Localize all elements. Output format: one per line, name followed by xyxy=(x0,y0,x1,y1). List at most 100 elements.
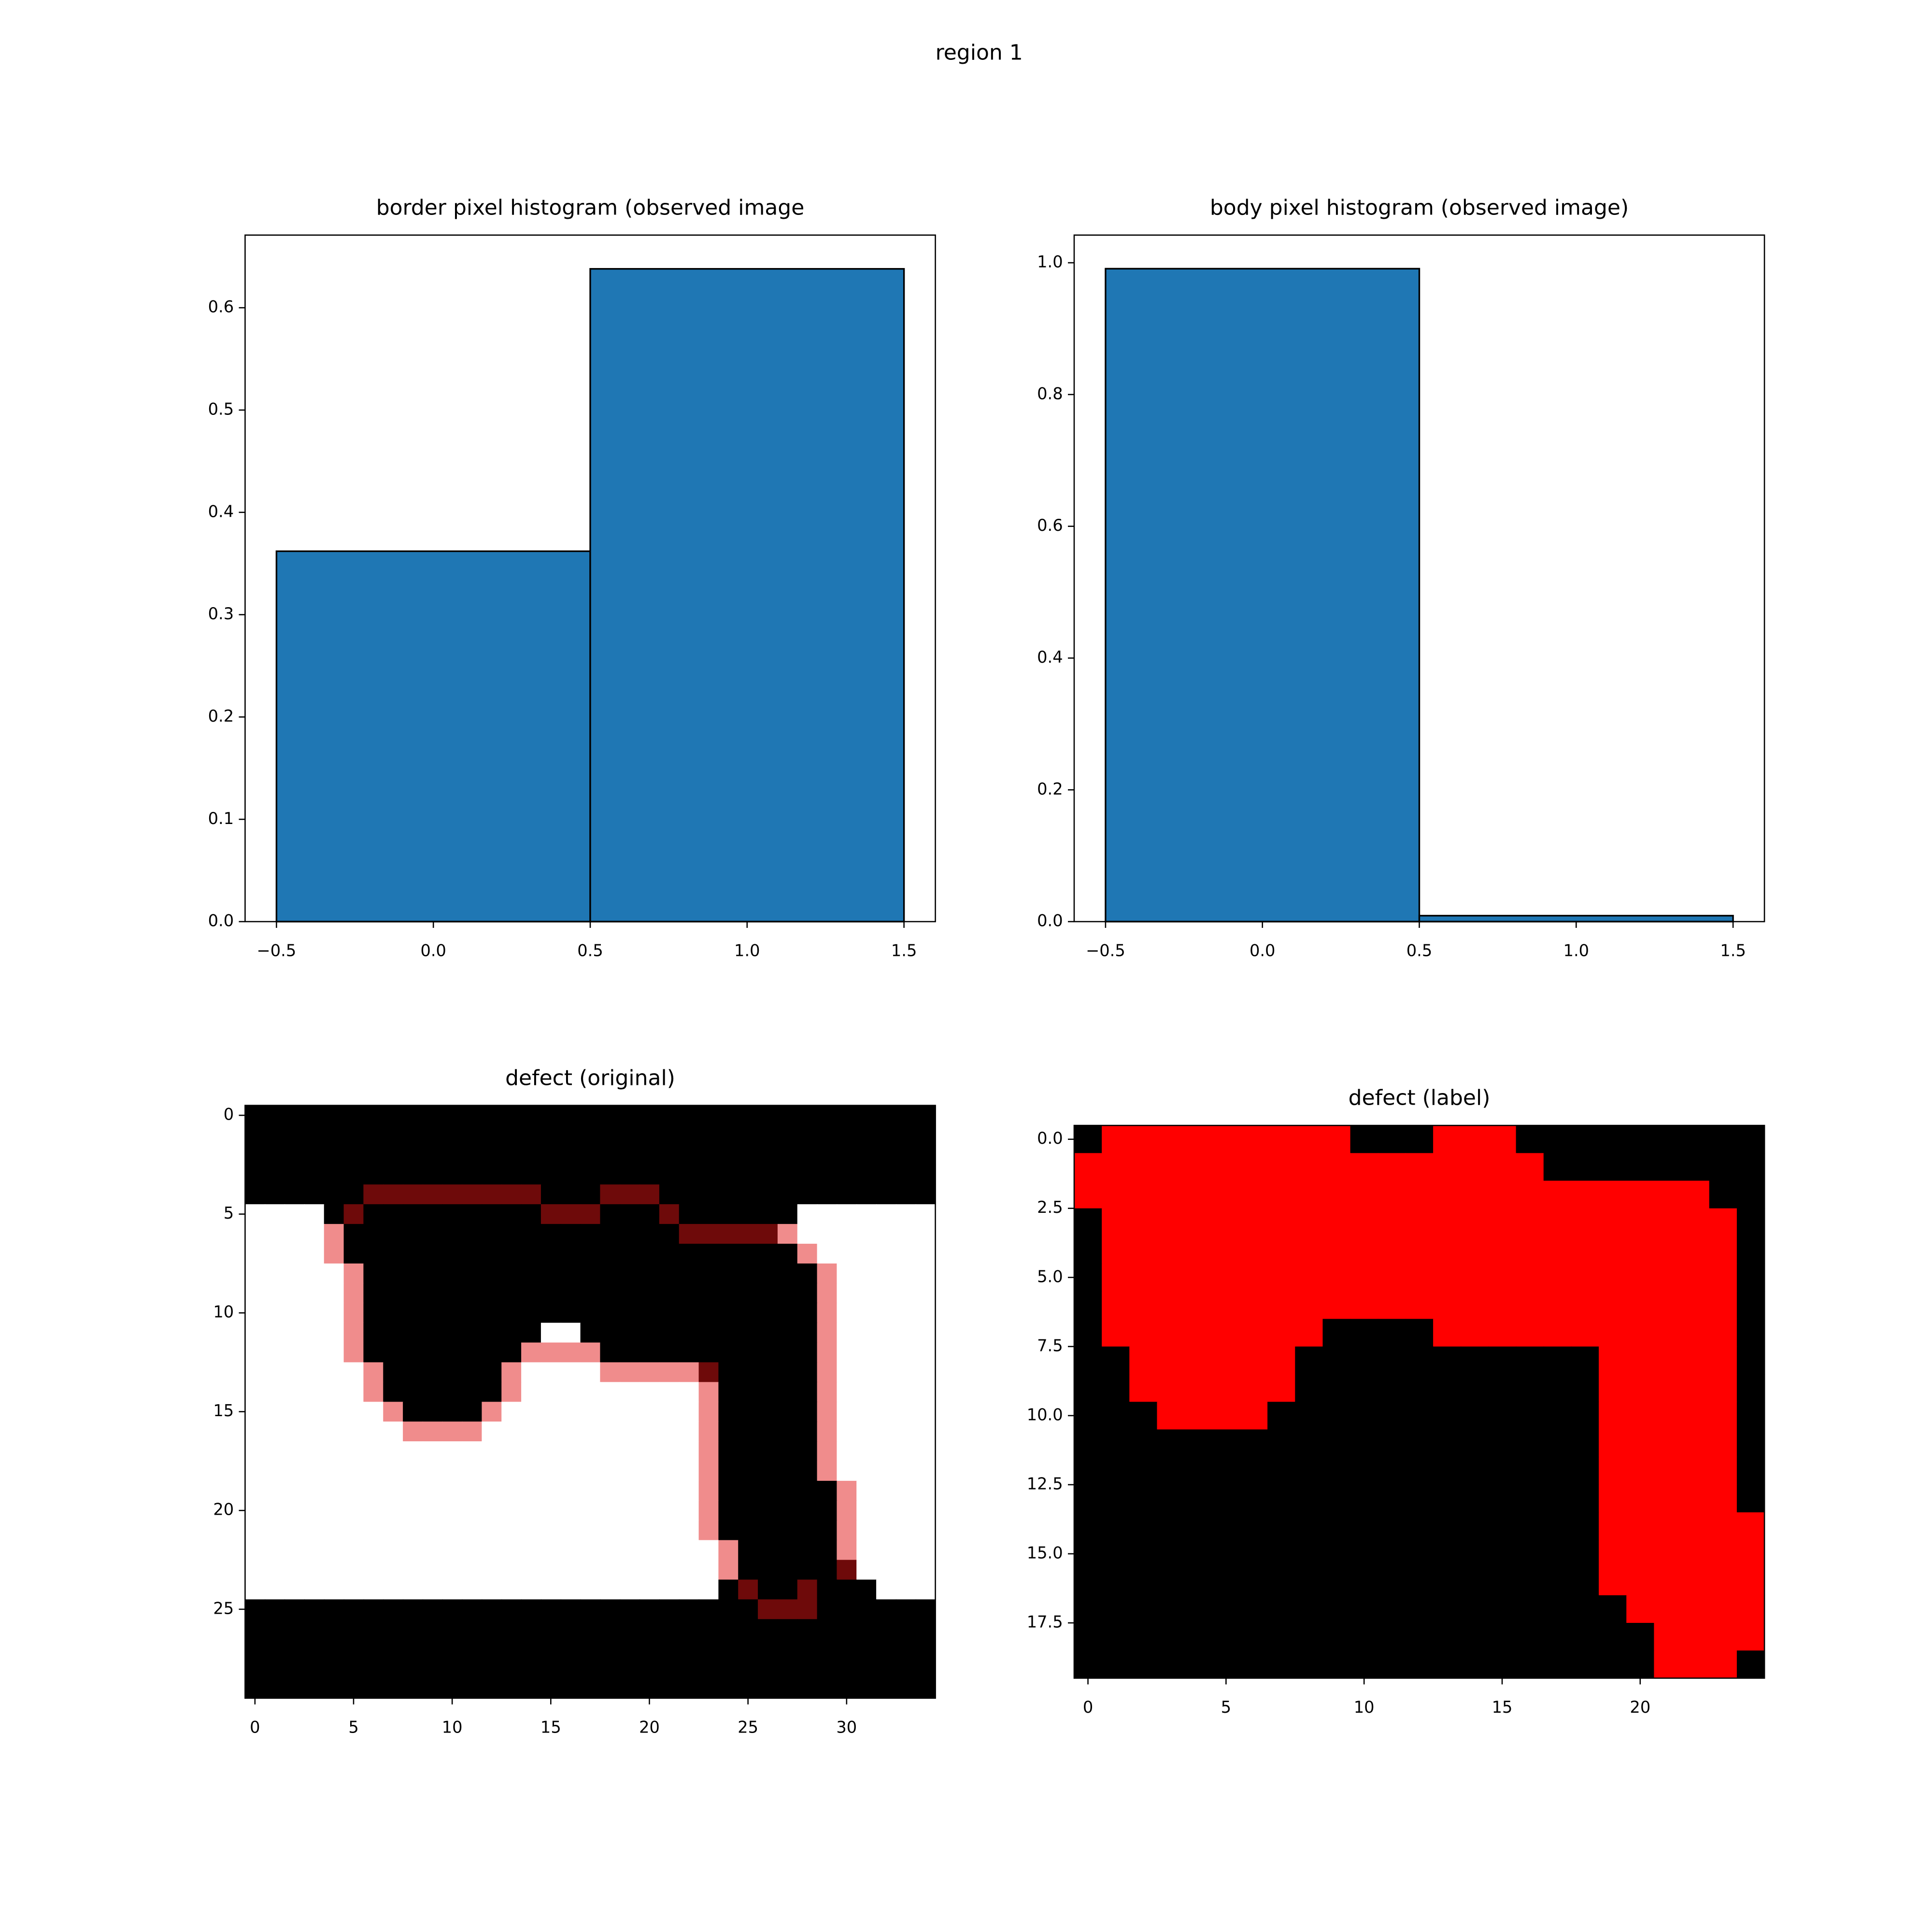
pixel xyxy=(620,1145,640,1165)
pixel xyxy=(1626,1264,1655,1292)
pixel xyxy=(876,1145,896,1165)
pixel xyxy=(363,1402,384,1422)
pixel xyxy=(1488,1429,1517,1458)
pixel xyxy=(698,1540,719,1561)
pixel xyxy=(1599,1236,1627,1264)
pixel xyxy=(698,1224,719,1245)
pixel xyxy=(1322,1208,1351,1236)
pixel xyxy=(1599,1319,1627,1347)
pixel xyxy=(620,1579,640,1600)
pixel xyxy=(304,1125,325,1146)
pixel xyxy=(817,1678,838,1699)
pixel xyxy=(895,1678,916,1699)
pixel xyxy=(1267,1346,1296,1375)
pixel xyxy=(797,1421,818,1442)
pixel xyxy=(1571,1291,1600,1320)
pixel xyxy=(324,1659,344,1679)
pixel xyxy=(777,1639,798,1660)
pixel xyxy=(560,1244,581,1264)
pixel xyxy=(876,1402,896,1422)
pixel xyxy=(422,1244,443,1264)
pixel xyxy=(817,1263,838,1284)
pixel xyxy=(1736,1264,1765,1292)
pixel xyxy=(817,1382,838,1403)
pixel xyxy=(876,1303,896,1323)
pixel xyxy=(1626,1208,1655,1236)
x-tick-label: 1.5 xyxy=(1720,941,1746,960)
pixel xyxy=(1074,1291,1103,1320)
pixel xyxy=(245,1500,266,1521)
pixel xyxy=(343,1125,364,1146)
pixel xyxy=(1157,1540,1185,1568)
pixel xyxy=(1433,1623,1462,1651)
pixel xyxy=(1543,1512,1572,1541)
pixel xyxy=(442,1283,463,1304)
pixel xyxy=(1433,1457,1462,1485)
pixel xyxy=(1488,1512,1517,1541)
pixel xyxy=(1709,1153,1737,1181)
pixel xyxy=(1681,1402,1710,1430)
pixel xyxy=(1239,1540,1268,1568)
pixel xyxy=(698,1560,719,1580)
pixel xyxy=(679,1619,699,1640)
pixel xyxy=(324,1283,344,1304)
pixel xyxy=(422,1480,443,1501)
pixel xyxy=(363,1520,384,1541)
pixel xyxy=(1350,1125,1378,1154)
pixel xyxy=(758,1303,778,1323)
pixel xyxy=(679,1125,699,1146)
pixel xyxy=(1488,1264,1517,1292)
pixel xyxy=(501,1461,522,1481)
pixel xyxy=(895,1224,916,1245)
pixel xyxy=(659,1579,680,1600)
pixel xyxy=(1129,1457,1158,1485)
pixel xyxy=(738,1402,759,1422)
pixel xyxy=(856,1244,877,1264)
pixel xyxy=(540,1204,561,1225)
pixel xyxy=(1461,1540,1489,1568)
pixel xyxy=(1212,1457,1240,1485)
pixel xyxy=(679,1599,699,1620)
pixel xyxy=(560,1322,581,1343)
pixel xyxy=(1350,1346,1378,1375)
pixel xyxy=(442,1480,463,1501)
pixel xyxy=(422,1342,443,1363)
pixel xyxy=(1516,1291,1544,1320)
pixel xyxy=(876,1678,896,1699)
pixel xyxy=(837,1421,857,1442)
pixel xyxy=(679,1540,699,1561)
pixel xyxy=(1295,1623,1323,1651)
pixel xyxy=(1709,1650,1737,1679)
pixel xyxy=(1157,1402,1185,1430)
pixel xyxy=(245,1579,266,1600)
pixel xyxy=(1322,1374,1351,1403)
pixel xyxy=(1405,1374,1434,1403)
pixel xyxy=(1626,1650,1655,1679)
pixel xyxy=(1626,1512,1655,1541)
pixel xyxy=(383,1639,404,1660)
pixel xyxy=(363,1283,384,1304)
pixel xyxy=(1433,1429,1462,1458)
pixel xyxy=(1709,1346,1737,1375)
pixel xyxy=(876,1461,896,1481)
pixel xyxy=(817,1283,838,1304)
pixel xyxy=(758,1461,778,1481)
pixel xyxy=(895,1659,916,1679)
pixel xyxy=(837,1619,857,1640)
pixel xyxy=(540,1421,561,1442)
pixel xyxy=(1543,1374,1572,1403)
pixel xyxy=(284,1560,305,1580)
pixel xyxy=(245,1125,266,1146)
pixel xyxy=(915,1322,936,1343)
pixel xyxy=(1184,1623,1213,1651)
pixel xyxy=(284,1500,305,1521)
pixel xyxy=(1461,1512,1489,1541)
pixel xyxy=(560,1520,581,1541)
pixel xyxy=(521,1184,541,1205)
pixel xyxy=(1350,1402,1378,1430)
pixel xyxy=(600,1461,621,1481)
pixel xyxy=(1543,1291,1572,1320)
pixel xyxy=(442,1105,463,1126)
pixel xyxy=(620,1184,640,1205)
pixel xyxy=(363,1303,384,1323)
